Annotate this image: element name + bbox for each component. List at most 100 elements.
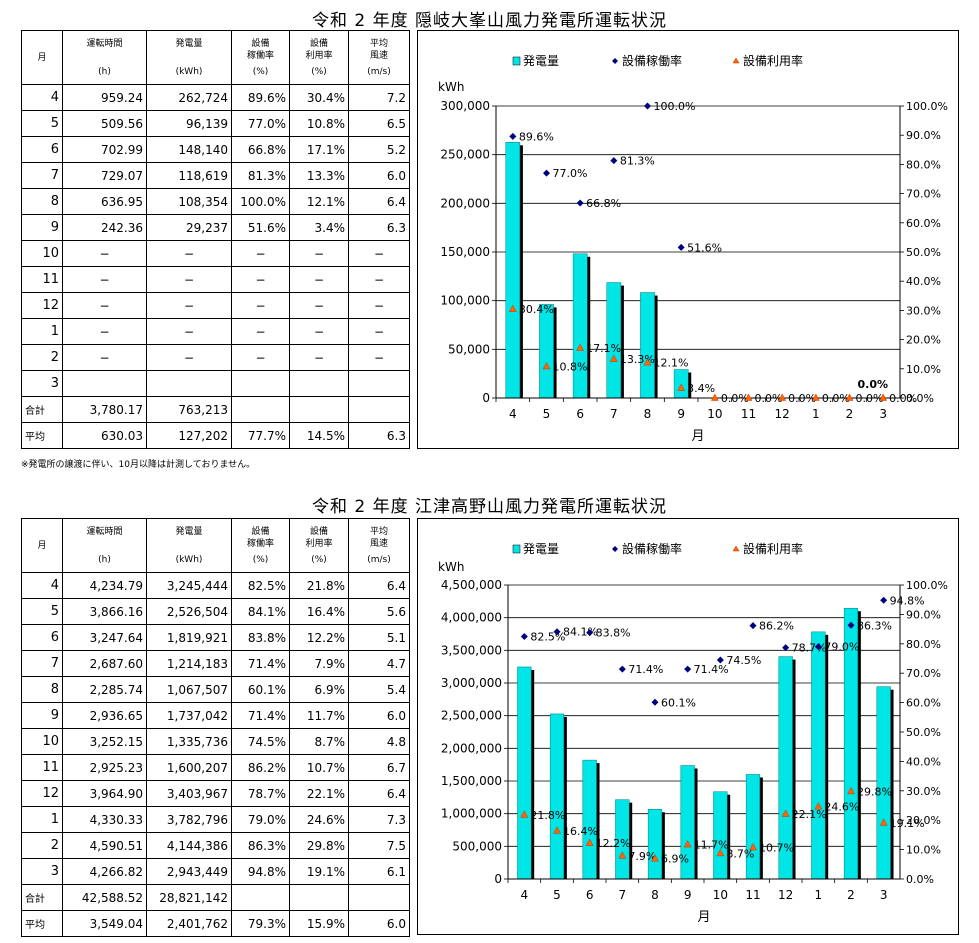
cell-capacity-factor: 13.3% — [289, 162, 349, 189]
cell-wind-speed: 6.5 — [348, 110, 410, 137]
table-row: 9 2,936.65 1,737,042 71.4% 11.7% 6.0 — [21, 702, 410, 729]
x-tick-label: 4 — [509, 407, 517, 421]
cell-energy: 3,782,796 — [146, 806, 232, 833]
cell-wind-speed: 5.2 — [348, 136, 410, 163]
table-row: 11− − − − − — [21, 266, 410, 293]
cell-hours: 4,590.51 — [62, 832, 147, 859]
table-header-row: 月 運転時間 (h) 発電量 (kWh) 設備 稼働率 (%) 設備 利用率 (%) 平均 風速 (m/s… — [21, 518, 410, 573]
data-label: 21.8% — [530, 809, 565, 822]
bar — [517, 666, 532, 880]
cell-capacity-factor: − — [289, 292, 349, 319]
cell-availability: − — [231, 318, 290, 345]
cell-availability: 71.4% — [231, 702, 290, 729]
x-tick-label: 12 — [778, 888, 793, 902]
cell-availability: 77.0% — [231, 110, 290, 137]
table-row: 1 4,330.33 3,782,796 79.0% 24.6% 7.3 — [21, 806, 410, 833]
availability-marker — [749, 622, 757, 630]
capacity-marker — [778, 393, 787, 401]
cell-capacity-factor: 10.7% — [289, 754, 349, 781]
data-label: 11.7% — [694, 839, 729, 852]
x-tick-label: 6 — [586, 888, 594, 902]
cell-availability: 74.5% — [231, 728, 290, 755]
cell-month: 12 — [21, 292, 63, 319]
cell-energy: − — [146, 292, 232, 319]
legend-swatch-triangle — [732, 57, 740, 64]
cell-month: 11 — [21, 754, 63, 781]
y2-tick-label: 40.0% — [906, 275, 941, 288]
y2-tick-label: 0.0% — [906, 873, 934, 886]
y-tick-label: 100,000 — [440, 294, 490, 308]
y-tick-label: 0 — [494, 872, 502, 886]
table-row: 1− − − − − — [21, 318, 410, 345]
availability-marker — [586, 629, 594, 637]
bar — [713, 791, 728, 880]
table-row: 11 2,925.23 1,600,207 86.2% 10.7% 6.7 — [21, 754, 410, 781]
cell-energy: 1,819,921 — [146, 624, 232, 651]
cell-availability: 71.4% — [231, 650, 290, 677]
availability-marker — [677, 243, 685, 251]
data-label: 17.1% — [586, 342, 621, 355]
cell-month: 4 — [21, 572, 63, 599]
cell-availability — [231, 396, 290, 423]
header-line: 設備 — [251, 38, 270, 49]
y2-tick-label: 100.0% — [906, 100, 948, 113]
x-axis-label: 月 — [697, 910, 710, 925]
availability-marker — [509, 132, 517, 140]
capacity-marker — [576, 343, 585, 351]
legend-label: 設備稼働率 — [622, 53, 682, 68]
cell-capacity-factor: 21.8% — [289, 572, 349, 599]
data-label: 12.1% — [654, 357, 689, 370]
cell-capacity-factor: 12.2% — [289, 624, 349, 651]
header-hours: 運転時間 (h) — [62, 30, 147, 85]
availability-marker — [553, 628, 561, 636]
cell-month: 4 — [21, 84, 63, 111]
capacity-marker — [677, 383, 686, 391]
cell-energy: − — [146, 344, 232, 371]
legend-swatch-diamond — [612, 58, 618, 64]
y2-tick-label: 70.0% — [906, 188, 941, 201]
table-row: 8 636.95 108,354 100.0% 12.1% 6.4 — [21, 188, 410, 215]
x-tick-label: 5 — [553, 888, 561, 902]
section-title-ooki: 令和 2 年度 隠岐大峯山風力発電所運転状況 — [311, 11, 668, 31]
cell-month: 6 — [21, 136, 63, 163]
availability-marker — [880, 596, 888, 604]
cell-month: 9 — [21, 702, 63, 729]
cell-availability: 100.0% — [231, 188, 290, 215]
summary-row: 合計 3,780.17 763,213 — [21, 396, 410, 423]
table-row: 5 509.56 96,139 77.0% 10.8% 6.5 — [21, 110, 410, 137]
extra-data-label: 0.0% — [857, 378, 888, 391]
y-tick-label: 300,000 — [440, 99, 490, 113]
cell-capacity-factor: 22.1% — [289, 780, 349, 807]
header-line: (%) — [252, 66, 269, 77]
y2-tick-label: 90.0% — [906, 129, 941, 142]
availability-marker — [618, 665, 626, 673]
cell-capacity-factor: − — [289, 318, 349, 345]
cell-hours: 959.24 — [62, 84, 147, 111]
availability-marker — [814, 643, 822, 651]
cell-month: 3 — [21, 370, 63, 397]
legend-label: 設備利用率 — [743, 541, 803, 556]
cell-availability: − — [231, 240, 290, 267]
data-label: 24.6% — [824, 801, 859, 814]
cell-hours: 729.07 — [62, 162, 147, 189]
y-tick-label: 4,000,000 — [441, 611, 502, 625]
x-tick-label: 2 — [846, 407, 854, 421]
x-tick-label: 8 — [651, 888, 659, 902]
y-axis-label: kWh — [438, 80, 464, 94]
header-capacity-factor: 設備 利用率 (%) — [289, 518, 349, 573]
cell-availability: 66.8% — [231, 136, 290, 163]
cell-availability: 51.6% — [231, 214, 290, 241]
y2-tick-label: 90.0% — [906, 608, 941, 621]
capacity-marker — [618, 851, 627, 859]
cell-availability: 89.6% — [231, 84, 290, 111]
cell-energy: 28,821,142 — [146, 884, 232, 911]
cell-hours: 2,925.23 — [62, 754, 147, 781]
cell-wind-speed: − — [348, 266, 410, 293]
y2-tick-label: 20.0% — [906, 814, 941, 827]
cell-month: 合計 — [21, 884, 63, 911]
x-tick-label: 5 — [543, 407, 551, 421]
cell-energy: 3,403,967 — [146, 780, 232, 807]
availability-marker — [684, 665, 692, 673]
cell-wind-speed: 6.3 — [348, 422, 410, 449]
y2-tick-label: 50.0% — [906, 246, 941, 259]
